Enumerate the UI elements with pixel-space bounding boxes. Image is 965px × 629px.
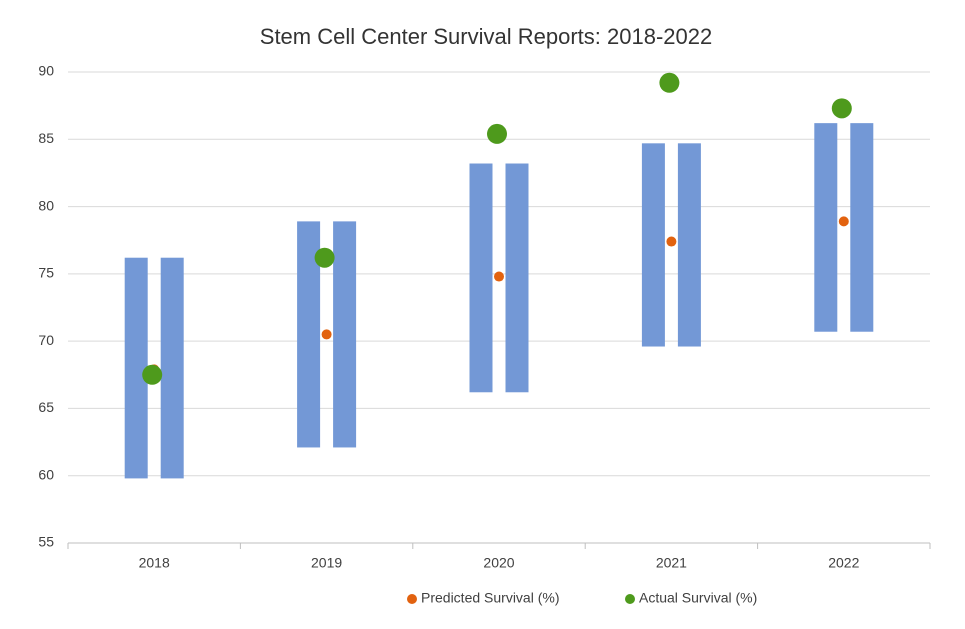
range-bar	[850, 123, 874, 332]
point	[321, 329, 332, 340]
range-bar	[160, 257, 184, 479]
point	[494, 271, 504, 282]
range-bar	[469, 163, 493, 393]
point	[314, 247, 335, 268]
legend-marker	[407, 594, 417, 604]
legend-label: Predicted Survival (%)	[421, 590, 560, 606]
chart-title: Stem Cell Center Survival Reports: 2018-…	[260, 24, 712, 49]
point	[831, 98, 852, 119]
point	[838, 216, 849, 227]
y-tick-label: 65	[38, 399, 54, 415]
x-tick-label: 2020	[483, 555, 514, 571]
x-tick-label: 2022	[828, 555, 859, 571]
point	[666, 236, 677, 247]
point	[659, 72, 680, 93]
x-tick-label: 2018	[139, 555, 170, 571]
y-tick-label: 55	[38, 534, 54, 550]
range-bar	[677, 143, 701, 347]
y-tick-label: 85	[38, 130, 54, 146]
range-bar	[505, 163, 529, 393]
x-tick-label: 2019	[311, 555, 342, 571]
y-tick-label: 80	[38, 197, 54, 213]
range-bar	[297, 221, 321, 448]
legend-marker	[625, 594, 635, 604]
range-bar	[814, 123, 838, 332]
range-bar	[641, 143, 665, 347]
legend-label: Actual Survival (%)	[639, 590, 757, 606]
y-tick-label: 70	[38, 332, 54, 348]
y-tick-label: 75	[38, 265, 54, 281]
y-tick-label: 60	[38, 466, 54, 482]
y-tick-label: 90	[38, 63, 54, 79]
range-bar	[124, 257, 148, 479]
range-bar	[333, 221, 357, 448]
point	[142, 364, 163, 385]
point	[487, 123, 507, 144]
x-tick-label: 2021	[656, 555, 687, 571]
